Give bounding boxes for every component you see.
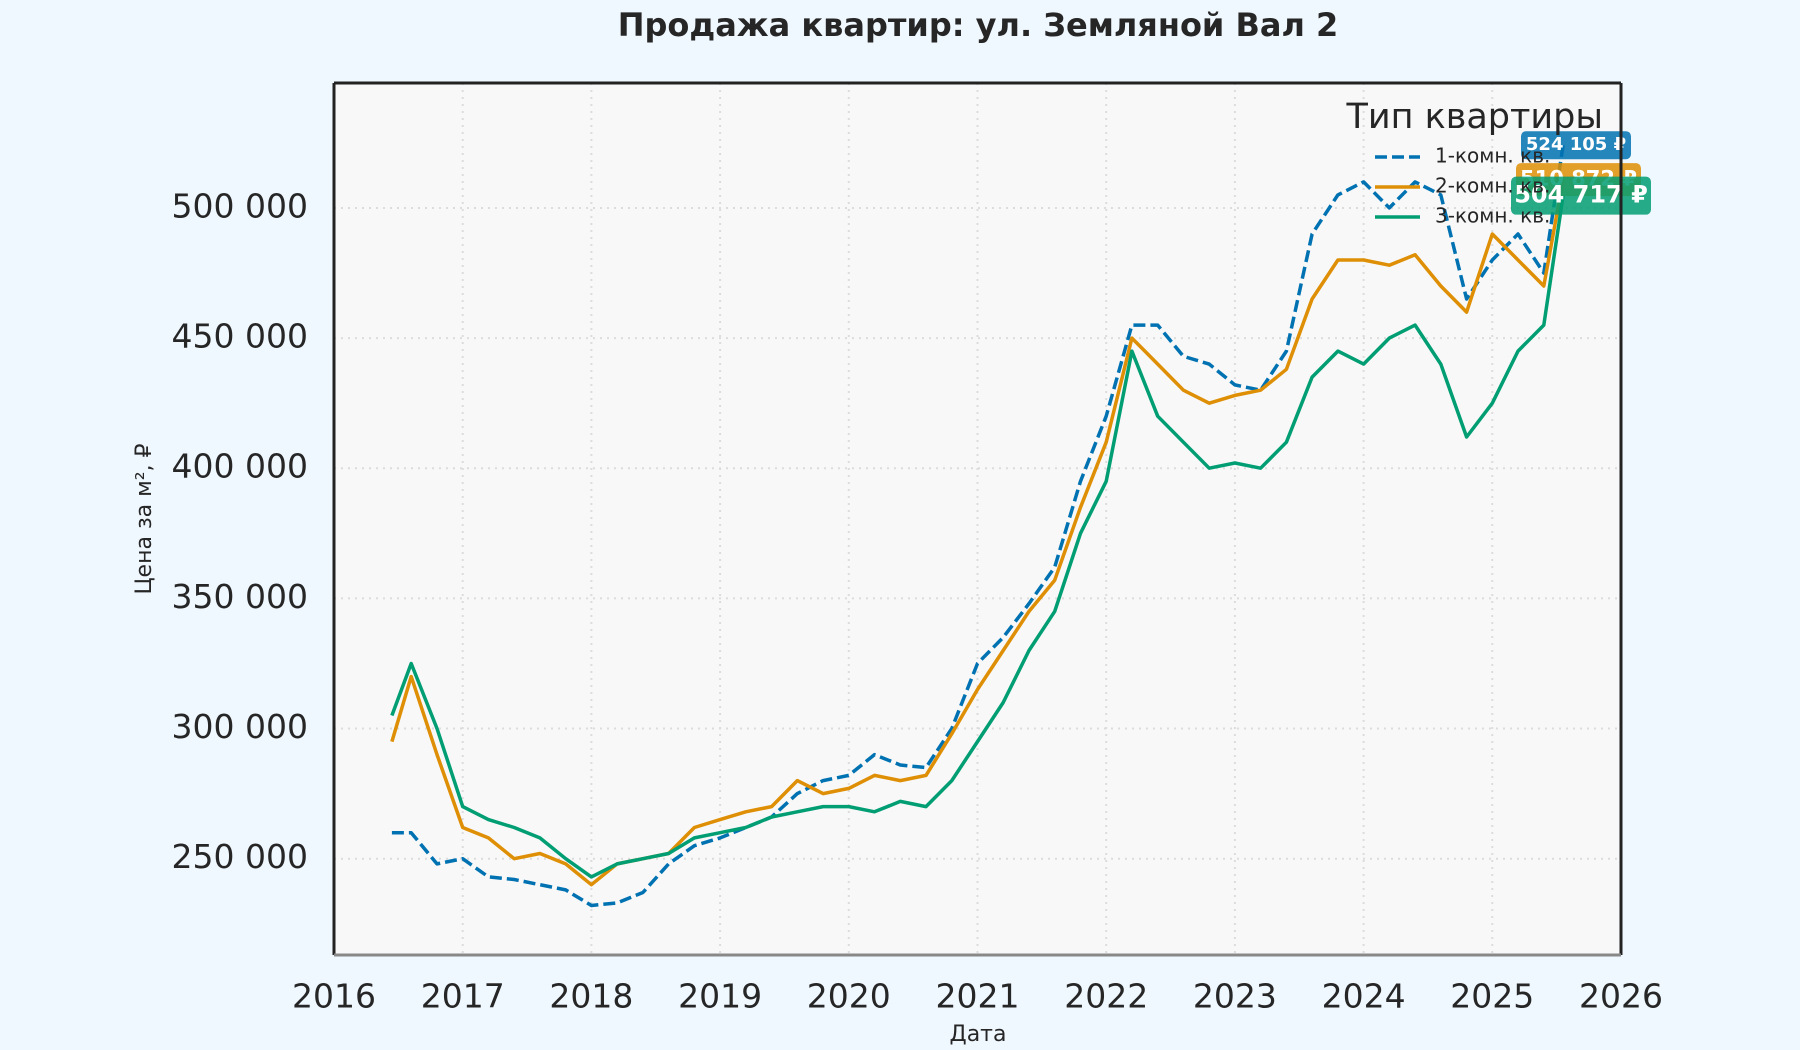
value-label: 524 105 ₽ xyxy=(1521,131,1631,160)
legend-label: 3-комн. кв. xyxy=(1435,204,1550,228)
y-tick-label: 300 000 xyxy=(172,707,308,746)
y-axis-label: Цена за м², ₽ xyxy=(132,443,157,594)
x-tick-label: 2025 xyxy=(1450,977,1534,1016)
value-label-box xyxy=(1521,131,1631,160)
x-tick-label: 2017 xyxy=(421,977,505,1016)
x-tick-label: 2026 xyxy=(1579,977,1663,1016)
x-tick-label: 2019 xyxy=(678,977,762,1016)
y-tick-label: 250 000 xyxy=(172,837,308,876)
y-tick-label: 500 000 xyxy=(172,186,308,225)
series-line xyxy=(390,195,1565,879)
legend-title: Тип квартиры xyxy=(1345,97,1603,137)
x-tick-label: 2023 xyxy=(1193,977,1277,1016)
x-tick-label: 2024 xyxy=(1322,977,1406,1016)
chart-title: Продажа квартир: ул. Земляной Вал 2 xyxy=(618,6,1339,44)
value-label: 504 717 ₽ xyxy=(1511,176,1651,215)
legend-label: 1-комн. кв. xyxy=(1435,144,1550,168)
value-label-box xyxy=(1511,176,1651,215)
y-tick-label: 400 000 xyxy=(172,447,308,486)
x-axis-label: Дата xyxy=(950,1022,1007,1047)
series-line xyxy=(390,179,1565,887)
y-tick-label: 350 000 xyxy=(172,577,308,616)
series-line xyxy=(391,144,1565,908)
x-tick-label: 2021 xyxy=(936,977,1020,1016)
legend-label: 2-комн. кв. xyxy=(1435,174,1550,198)
y-tick-label: 450 000 xyxy=(172,317,308,356)
x-tick-label: 2018 xyxy=(549,977,633,1016)
x-tick-label: 2020 xyxy=(807,977,891,1016)
x-tick-label: 2022 xyxy=(1064,977,1148,1016)
value-label-text: 524 105 ₽ xyxy=(1526,134,1626,155)
value-label-text: 504 717 ₽ xyxy=(1514,181,1648,209)
x-tick-label: 2016 xyxy=(292,977,376,1016)
